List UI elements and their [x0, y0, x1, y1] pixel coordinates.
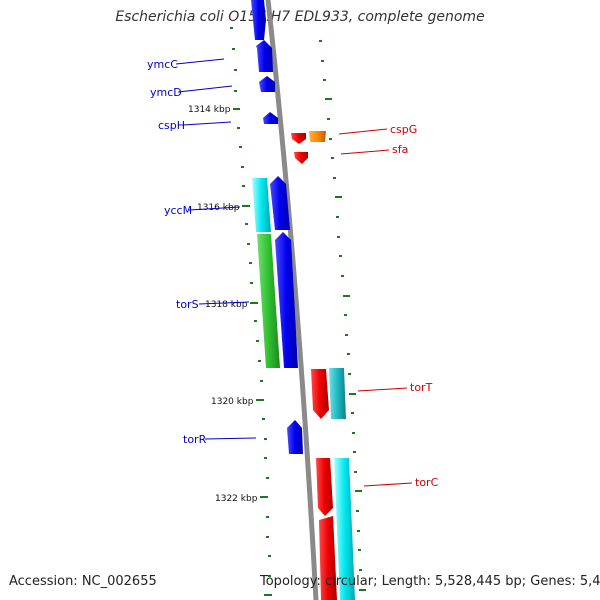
map-title: Escherichia coli O157:H7 EDL933, complet…: [115, 9, 485, 25]
label-leader: [177, 85, 233, 93]
gene-label: yccM: [164, 204, 192, 217]
label-leader: [182, 121, 232, 126]
gene-label: cspH: [158, 119, 185, 132]
gene-arrow: [287, 420, 303, 454]
ticks-inner: [230, 27, 272, 596]
label-leader: [340, 149, 390, 155]
gene-label: ymcC: [147, 58, 178, 71]
gene-labels-right: cspG sfa torT torC: [338, 123, 439, 489]
gene-arrow: [263, 112, 278, 124]
gene-arrow: [270, 176, 290, 230]
gene-label: torR: [183, 433, 207, 446]
gene-arrow: [309, 131, 326, 142]
topology-text: Topology: circular; Length: 5,528,445 bp…: [260, 574, 600, 589]
gene-label: sfa: [392, 143, 408, 156]
label-leader: [363, 482, 413, 487]
label-leader: [198, 301, 250, 305]
gene-arrow: [257, 234, 280, 368]
ticks-outer: [319, 40, 366, 591]
gene-arrow: [291, 133, 306, 144]
gene-arrow: [256, 40, 273, 72]
accession-text: Accession: NC_002655: [9, 574, 157, 589]
kbp-label: 1320 kbp: [211, 397, 254, 407]
genes-outer-track: [291, 131, 355, 600]
gene-arrow: [329, 368, 346, 419]
gene-arrow: [294, 152, 308, 164]
gene-label: torC: [415, 476, 439, 489]
genome-backbone: [265, 0, 319, 600]
gene-arrow: [252, 178, 271, 232]
gene-arrow: [316, 458, 333, 516]
gene-arrow: [334, 458, 355, 600]
gene-arrow: [311, 369, 329, 419]
kbp-label: 1314 kbp: [188, 105, 231, 115]
kbp-label: 1318 kbp: [205, 300, 248, 310]
gene-arrow: [319, 516, 337, 600]
label-leader: [175, 58, 225, 65]
label-leader: [357, 387, 408, 392]
kbp-label: 1322 kbp: [215, 494, 258, 504]
label-leader: [188, 206, 241, 211]
label-leader: [338, 128, 388, 135]
gene-label: cspG: [390, 123, 417, 136]
gene-label: torS: [176, 298, 199, 311]
gene-label: ymcD: [150, 86, 182, 99]
gene-label: torT: [410, 381, 433, 394]
gene-arrow: [275, 232, 298, 368]
gene-labels-left: ymcC ymcD cspH yccM torS torR: [147, 58, 257, 446]
genes-inner-track: [251, 0, 303, 454]
label-leader: [204, 437, 257, 440]
gene-arrow: [259, 76, 275, 92]
gene-arrow: [251, 0, 266, 40]
